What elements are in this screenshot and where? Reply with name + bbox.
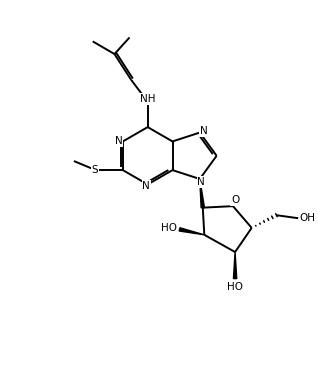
Polygon shape [233, 252, 237, 278]
Text: N: N [142, 181, 150, 191]
Polygon shape [200, 179, 204, 208]
Polygon shape [179, 228, 204, 235]
Text: S: S [92, 165, 98, 175]
Text: OH: OH [300, 213, 316, 223]
Text: O: O [231, 195, 239, 205]
Text: HO: HO [161, 223, 177, 233]
Text: HO: HO [227, 282, 243, 292]
Text: N: N [200, 126, 208, 136]
Text: N: N [197, 177, 205, 187]
Text: NH: NH [140, 94, 156, 104]
Text: N: N [115, 136, 123, 146]
